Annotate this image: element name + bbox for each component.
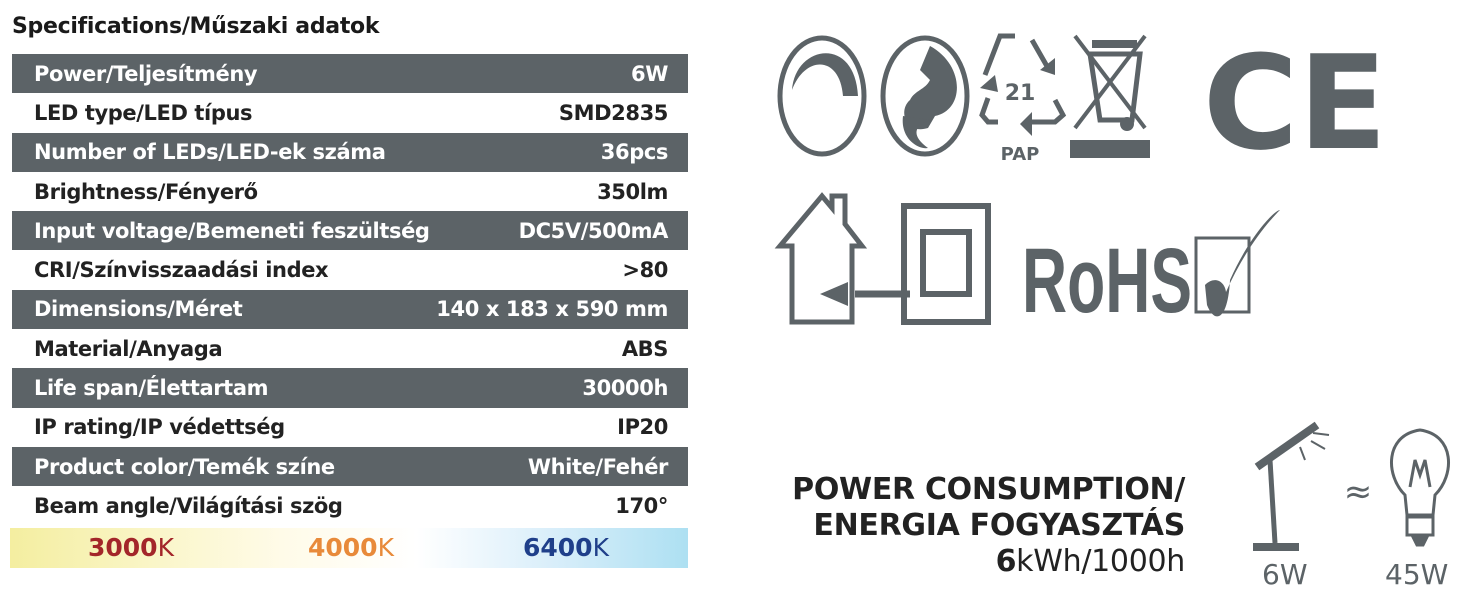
spec-label: Product color/Temék színe bbox=[34, 454, 335, 479]
rohs-text: RoHS bbox=[1022, 230, 1192, 332]
kwh-number: 6 bbox=[995, 544, 1017, 579]
ce-text: CE bbox=[1203, 27, 1387, 179]
spec-row: IP rating/IP védettség IP20 bbox=[12, 408, 688, 447]
bulb-watt: 45W bbox=[1385, 558, 1449, 591]
spec-label: Brightness/Fényerő bbox=[34, 179, 258, 204]
power-title-en: POWER CONSUMPTION/ bbox=[792, 472, 1185, 507]
spec-label: Beam angle/Világítási szög bbox=[34, 493, 343, 518]
kwh-unit: kWh/1000h bbox=[1016, 544, 1185, 579]
spec-row: Power/Teljesítmény 6W bbox=[12, 54, 688, 94]
class-ii-inner bbox=[920, 229, 972, 297]
green-dot-icon bbox=[880, 35, 970, 157]
spec-table: Power/Teljesítmény 6W LED type/LED típus SM… bbox=[12, 54, 688, 526]
certification-icons: 21 PAP CE RoHS bbox=[774, 27, 1387, 332]
recycle-code: 21 bbox=[1005, 81, 1036, 106]
spec-row: Dimensions/Méret 140 x 183 x 590 mm bbox=[12, 289, 688, 330]
spec-value: 30000h bbox=[582, 376, 668, 401]
spec-label: CRI/Színvisszaadási index bbox=[34, 258, 329, 283]
spec-value: ABS bbox=[621, 336, 669, 361]
circle-arrow-icon bbox=[777, 35, 867, 157]
spec-row: Beam angle/Világítási szög 170° bbox=[12, 486, 688, 525]
spec-value: 140 x 183 x 590 mm bbox=[436, 297, 668, 322]
page-title: Specifications/Műszaki adatok bbox=[12, 14, 380, 39]
spec-row: CRI/Színvisszaadási index >80 bbox=[12, 250, 688, 289]
cct-unit: K bbox=[157, 533, 174, 562]
power-kwh: 6kWh/1000h bbox=[792, 544, 1186, 580]
cct-value: 3000 bbox=[88, 533, 158, 562]
spec-row: Material/Anyaga ABS bbox=[12, 329, 688, 368]
weee-bin-icon bbox=[1070, 34, 1150, 158]
cct-unit: K bbox=[592, 533, 609, 562]
cct-value: 4000 bbox=[308, 533, 378, 562]
spec-value: IP20 bbox=[617, 415, 668, 440]
incandescent-bulb-icon bbox=[1390, 428, 1450, 547]
spec-label: IP rating/IP védettség bbox=[34, 415, 285, 440]
spec-row: Number of LEDs/LED-ek száma 36pcs bbox=[12, 132, 688, 172]
spec-row: LED type/LED típus SMD2835 bbox=[12, 93, 688, 132]
cct-6400: 6400K bbox=[523, 533, 609, 562]
cct-3000: 3000K bbox=[88, 533, 174, 562]
rohs-icon: RoHS bbox=[1022, 210, 1280, 332]
spec-label: LED type/LED típus bbox=[34, 100, 253, 125]
spec-value: DC5V/500mA bbox=[518, 218, 669, 243]
class-ii-double-insulation-icon bbox=[901, 203, 991, 325]
spec-value: 36pcs bbox=[600, 140, 669, 165]
spec-label: Dimensions/Méret bbox=[34, 297, 243, 322]
cct-value: 6400 bbox=[523, 533, 593, 562]
recycle-pap-icon: 21 PAP bbox=[979, 33, 1067, 165]
led-watt: 6W bbox=[1262, 558, 1308, 591]
spec-row: Input voltage/Bemeneti feszültség DC5V/50… bbox=[12, 211, 688, 251]
spec-value: SMD2835 bbox=[558, 100, 669, 125]
spec-value: 350lm bbox=[597, 179, 668, 204]
spec-value: >80 bbox=[622, 258, 668, 283]
led-vs-bulb-graphic: ≈ bbox=[1253, 421, 1450, 551]
spec-row: Life span/Élettartam 30000h bbox=[12, 368, 688, 408]
spec-row: Brightness/Fényerő 350lm bbox=[12, 172, 688, 211]
approx-symbol: ≈ bbox=[1344, 472, 1373, 512]
color-temperature-bar: 3000K 4000K 6400K bbox=[10, 528, 688, 568]
spec-value: 6W bbox=[631, 61, 668, 86]
indoor-use-icon bbox=[774, 192, 910, 325]
cct-4000: 4000K bbox=[308, 533, 394, 562]
spec-label: Life span/Élettartam bbox=[34, 376, 269, 401]
desk-lamp-icon bbox=[1253, 421, 1330, 551]
spec-value: White/Fehér bbox=[527, 454, 669, 479]
power-title-hu: ENERGIA FOGYASZTÁS bbox=[813, 508, 1185, 543]
spec-row: Product color/Temék színe White/Fehér bbox=[12, 446, 688, 487]
spec-label: Power/Teljesítmény bbox=[34, 61, 258, 86]
spec-value: 170° bbox=[615, 493, 668, 518]
spec-label: Input voltage/Bemeneti feszültség bbox=[34, 218, 430, 243]
spec-label: Number of LEDs/LED-ek száma bbox=[34, 140, 386, 165]
recycle-material: PAP bbox=[1001, 144, 1040, 165]
power-consumption: POWER CONSUMPTION/ ENERGIA FOGYASZTÁS 6k… bbox=[792, 472, 1185, 580]
cct-unit: K bbox=[377, 533, 394, 562]
ce-mark-icon: CE bbox=[1203, 27, 1387, 179]
spec-label: Material/Anyaga bbox=[34, 336, 223, 361]
